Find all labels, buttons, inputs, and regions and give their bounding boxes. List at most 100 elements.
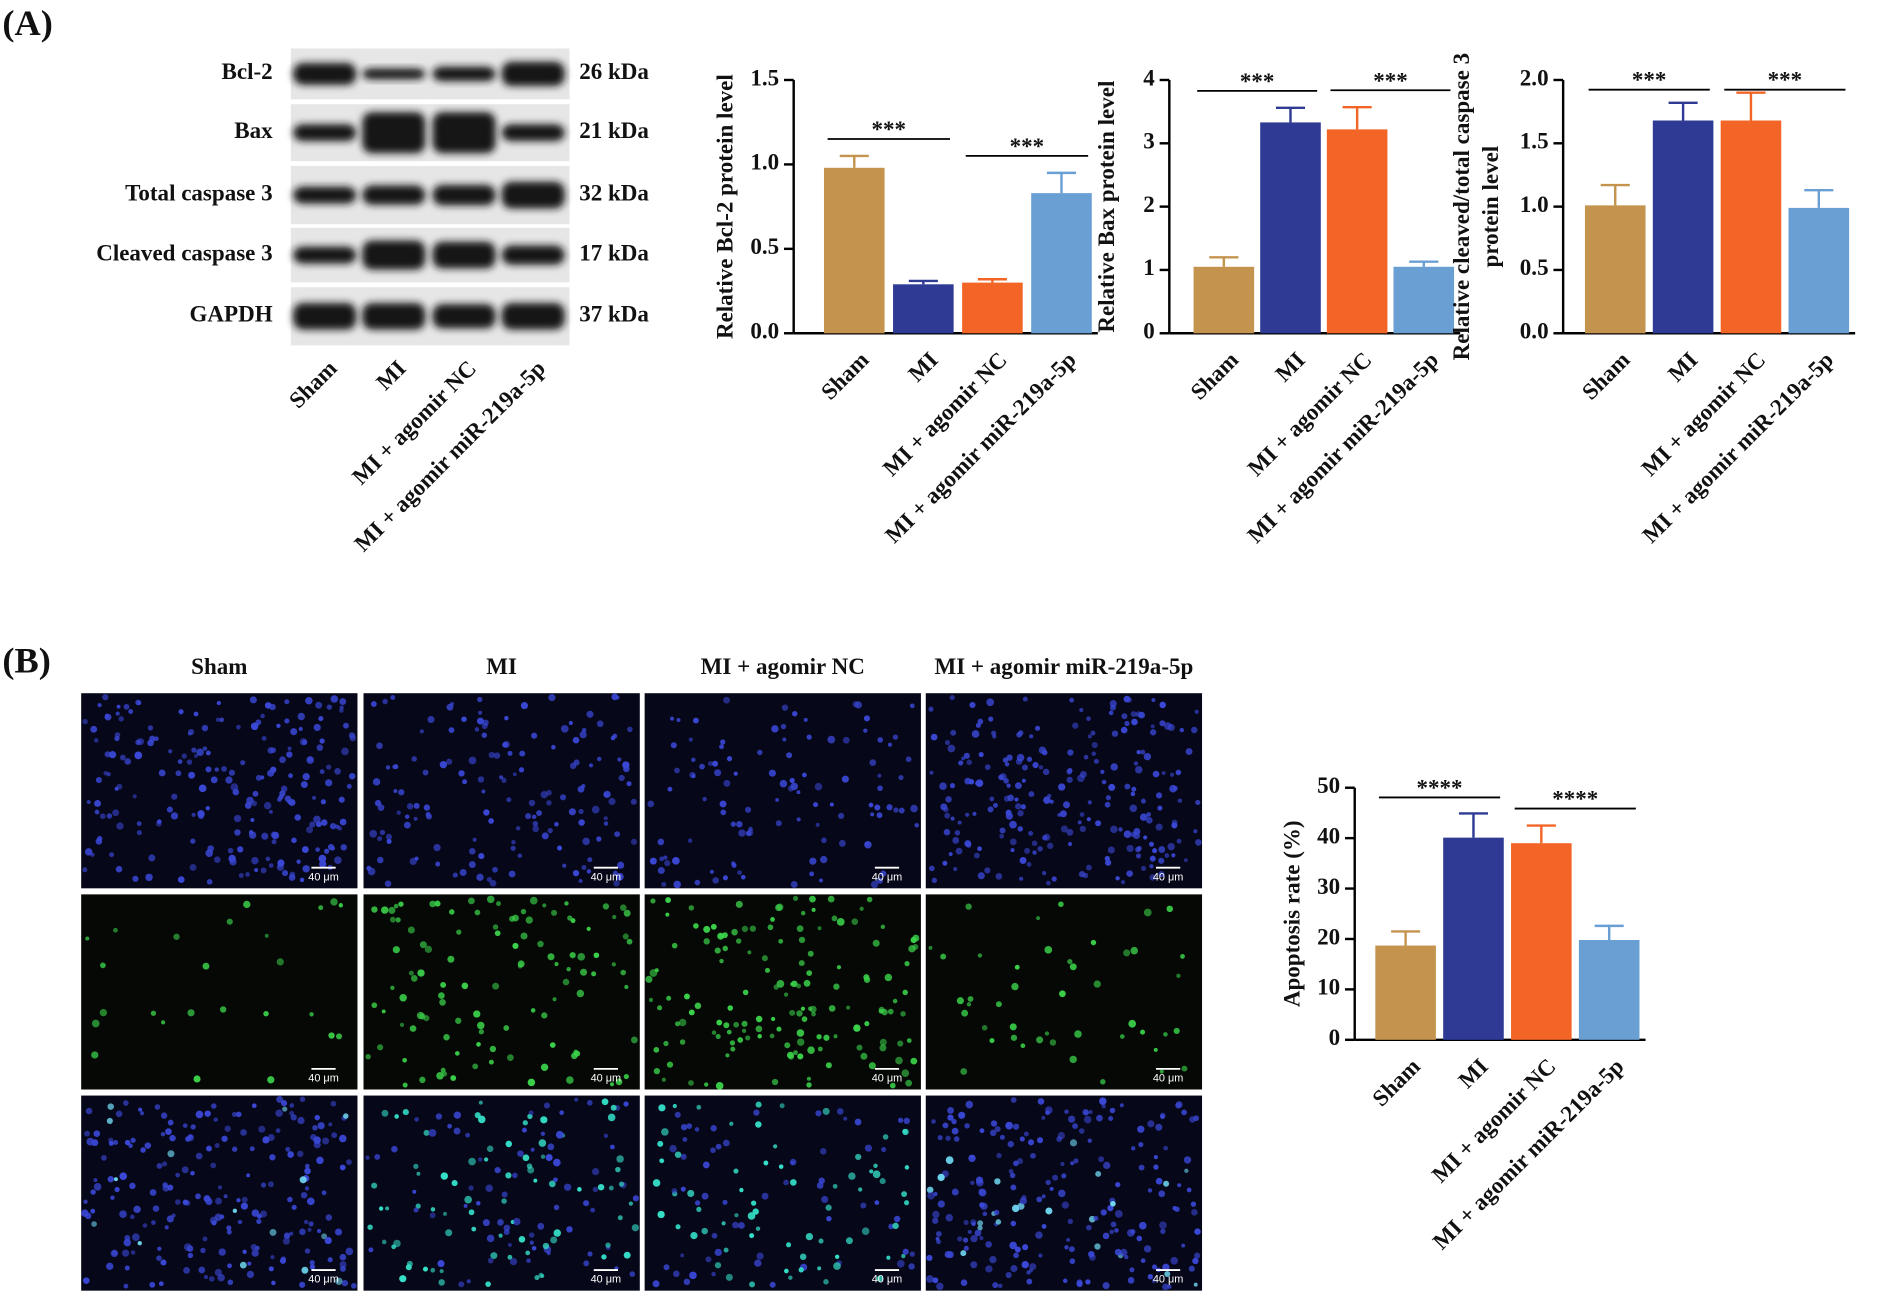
nucleus <box>1194 1228 1201 1235</box>
nucleus <box>306 826 314 834</box>
nucleus <box>1171 853 1176 858</box>
nucleus <box>1160 1114 1165 1120</box>
nucleus <box>128 709 134 714</box>
nucleus <box>572 736 580 744</box>
size-label: 17 kDa <box>579 239 649 265</box>
nucleus <box>1108 710 1114 716</box>
nucleus <box>676 717 681 723</box>
nucleus <box>578 878 583 884</box>
nucleus <box>532 825 539 833</box>
nucleus <box>554 821 559 827</box>
nucleus <box>1177 1183 1182 1188</box>
nucleus <box>393 903 399 909</box>
nucleus <box>1153 1155 1158 1160</box>
nucleus <box>818 1238 824 1244</box>
nucleus <box>1143 835 1148 840</box>
nucleus <box>1169 772 1175 777</box>
nucleus <box>402 1057 407 1063</box>
nucleus <box>1158 857 1165 864</box>
nucleus <box>757 749 763 756</box>
nucleus <box>782 737 787 742</box>
nucleus <box>108 1137 114 1143</box>
nucleus <box>1181 1065 1188 1072</box>
nucleus <box>576 989 585 998</box>
nucleus <box>214 767 219 772</box>
nucleus <box>461 716 467 722</box>
nucleus <box>688 1009 695 1016</box>
nucleus <box>984 764 991 770</box>
nucleus <box>280 1100 288 1107</box>
y-axis-label: Relative Bcl-2 protein level <box>711 74 737 339</box>
nucleus <box>1037 846 1043 852</box>
nucleus <box>142 1223 148 1228</box>
nucleus <box>825 1204 832 1211</box>
nucleus <box>547 953 555 961</box>
nucleus <box>545 1153 553 1162</box>
nucleus <box>719 744 725 750</box>
nucleus <box>410 975 418 982</box>
nucleus <box>468 756 477 765</box>
nucleus <box>992 1282 999 1289</box>
nucleus <box>947 1114 954 1121</box>
nucleus <box>1162 1283 1169 1291</box>
nucleus <box>701 1227 708 1235</box>
nucleus <box>893 1215 901 1223</box>
nucleus <box>822 1107 830 1115</box>
nucleus <box>507 750 513 756</box>
nucleus <box>369 829 378 838</box>
nucleus <box>269 1228 277 1236</box>
nucleus <box>897 1040 904 1047</box>
nucleus <box>1041 1194 1046 1199</box>
nucleus <box>498 1233 503 1238</box>
nucleus <box>1069 1139 1078 1147</box>
nucleus <box>1064 1245 1069 1250</box>
nucleus <box>249 696 257 704</box>
nucleus <box>932 1277 939 1284</box>
nucleus <box>1038 1253 1043 1258</box>
nucleus <box>447 1123 453 1129</box>
nucleus <box>906 1038 912 1043</box>
nucleus <box>631 1224 640 1232</box>
nucleus <box>532 820 539 827</box>
nucleus <box>1015 803 1022 810</box>
nucleus <box>137 1241 142 1246</box>
nucleus <box>596 836 602 842</box>
nucleus <box>187 1009 195 1017</box>
nucleus <box>821 1195 829 1204</box>
nucleus <box>986 698 995 707</box>
nucleus <box>827 895 835 903</box>
nucleus <box>666 1061 674 1068</box>
nucleus <box>175 1199 181 1205</box>
nucleus <box>106 1262 114 1270</box>
nucleus <box>597 1183 605 1191</box>
nucleus <box>1177 798 1183 803</box>
nucleus <box>781 704 789 711</box>
nucleus <box>1194 1252 1201 1259</box>
nucleus <box>703 1082 709 1087</box>
nucleus <box>1009 1023 1017 1031</box>
nucleus <box>683 1278 691 1286</box>
nucleus <box>225 776 233 784</box>
nucleus <box>711 1030 717 1035</box>
nucleus <box>994 1178 1001 1185</box>
nucleus <box>961 1009 969 1017</box>
nucleus <box>385 765 391 770</box>
nucleus <box>205 766 212 773</box>
nucleus <box>1062 801 1071 809</box>
bar <box>1393 266 1455 334</box>
nucleus <box>115 1110 123 1118</box>
nucleus <box>680 1253 685 1258</box>
nucleus <box>136 700 142 706</box>
nucleus <box>551 909 558 916</box>
nucleus <box>173 933 180 940</box>
nucleus <box>989 796 995 802</box>
nucleus <box>265 856 271 862</box>
significance-label: **** <box>1552 786 1598 812</box>
nucleus <box>104 713 109 718</box>
nucleus <box>1151 698 1156 703</box>
nucleus <box>197 810 205 818</box>
nucleus <box>553 1229 562 1237</box>
nucleus <box>1017 810 1024 817</box>
nucleus <box>506 797 512 803</box>
nucleus <box>892 734 899 740</box>
